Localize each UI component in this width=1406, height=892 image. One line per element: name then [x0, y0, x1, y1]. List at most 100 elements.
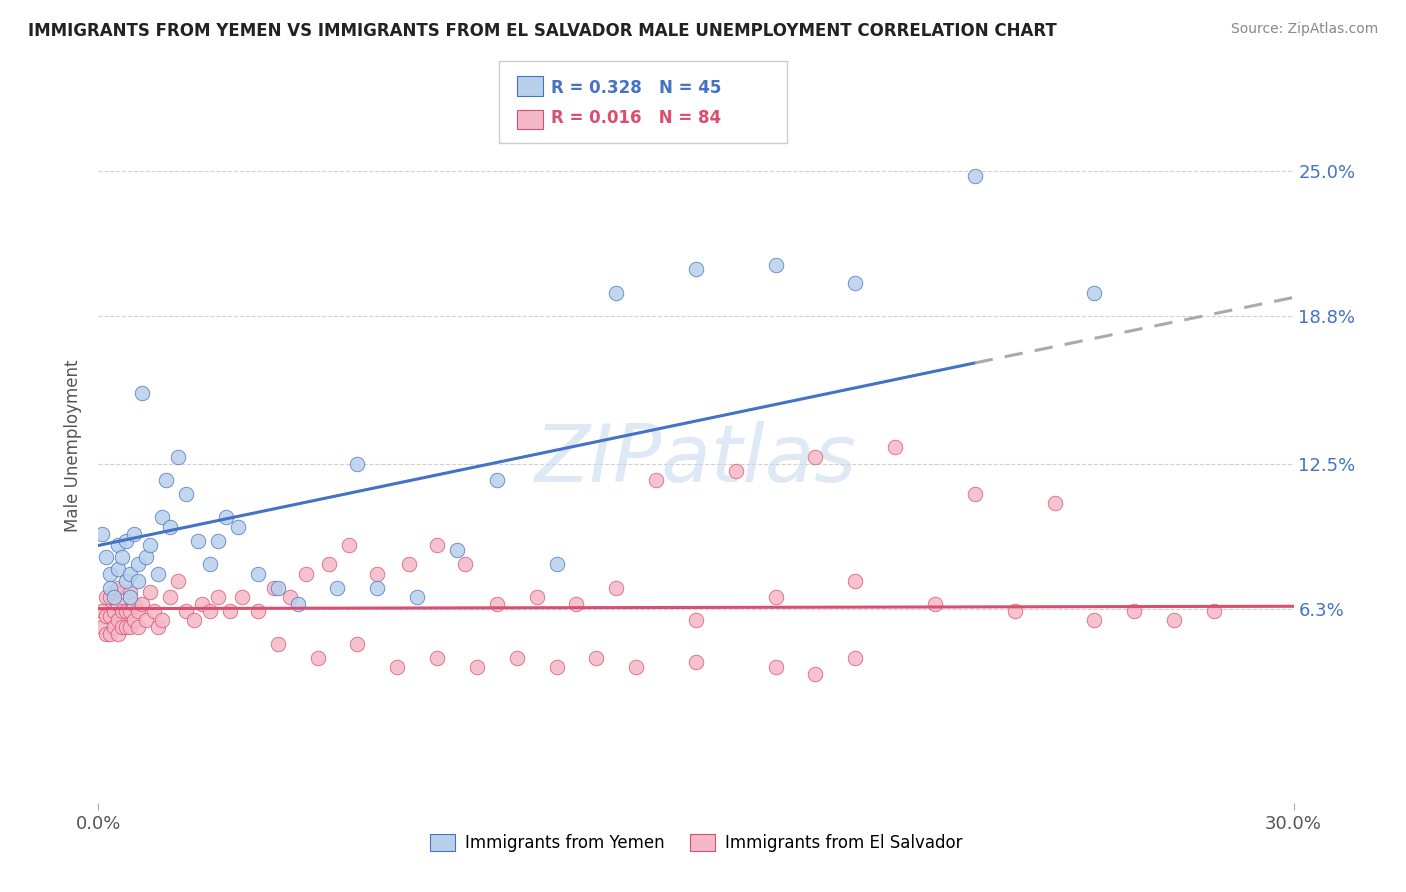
Point [107, 627, 129, 641]
Point [406, 590, 429, 604]
Point [645, 473, 668, 487]
Point [844, 650, 866, 665]
Point [107, 597, 129, 611]
Point [207, 590, 229, 604]
Point [187, 533, 209, 548]
Text: IMMIGRANTS FROM YEMEN VS IMMIGRANTS FROM EL SALVADOR MALE UNEMPLOYMENT CORRELATI: IMMIGRANTS FROM YEMEN VS IMMIGRANTS FROM… [28, 22, 1057, 40]
Point [167, 574, 190, 588]
Point [131, 386, 153, 401]
Point [219, 604, 242, 618]
Point [127, 604, 149, 618]
Point [115, 620, 138, 634]
Point [231, 590, 253, 604]
Point [183, 613, 205, 627]
Point [1083, 285, 1105, 300]
Point [585, 650, 607, 665]
Point [454, 557, 477, 571]
Point [1163, 613, 1185, 627]
Point [191, 597, 214, 611]
Point [263, 581, 285, 595]
Point [1043, 496, 1066, 510]
Point [115, 574, 138, 588]
Point [135, 613, 157, 627]
Point [605, 285, 627, 300]
Point [506, 650, 529, 665]
Point [366, 581, 388, 595]
Point [804, 450, 827, 464]
Point [294, 566, 316, 581]
Point [107, 613, 129, 627]
Point [426, 650, 449, 665]
Point [111, 550, 134, 565]
Text: Source: ZipAtlas.com: Source: ZipAtlas.com [1230, 22, 1378, 37]
Point [215, 510, 238, 524]
Point [226, 519, 249, 533]
Point [115, 604, 138, 618]
Point [278, 590, 301, 604]
Point [267, 581, 290, 595]
Point [111, 620, 134, 634]
Point [143, 604, 166, 618]
Point [124, 613, 146, 627]
Point [107, 581, 129, 595]
Point [924, 597, 946, 611]
Text: R = 0.016   N = 84: R = 0.016 N = 84 [551, 109, 721, 127]
Point [98, 627, 122, 641]
Point [96, 550, 118, 565]
Point [96, 590, 118, 604]
Point [139, 585, 162, 599]
Point [96, 608, 118, 623]
Point [465, 660, 488, 674]
Point [127, 557, 149, 571]
Point [207, 533, 229, 548]
Point [148, 620, 170, 634]
Point [150, 613, 173, 627]
Point [103, 585, 125, 599]
Point [198, 604, 221, 618]
Point [765, 660, 787, 674]
Point [159, 519, 181, 533]
Point [155, 473, 177, 487]
Point [385, 660, 409, 674]
Point [724, 464, 747, 478]
Point [246, 566, 269, 581]
Point [91, 526, 114, 541]
Point [267, 637, 290, 651]
Point [1202, 604, 1225, 618]
Point [135, 550, 157, 565]
Point [844, 574, 866, 588]
Point [346, 637, 368, 651]
Point [115, 533, 138, 548]
Point [150, 510, 173, 524]
Point [426, 538, 449, 552]
Point [546, 557, 568, 571]
Legend: Immigrants from Yemen, Immigrants from El Salvador: Immigrants from Yemen, Immigrants from E… [423, 827, 969, 859]
Point [103, 604, 125, 618]
Point [626, 660, 648, 674]
Point [139, 538, 162, 552]
Point [96, 627, 118, 641]
Point [120, 590, 142, 604]
Point [1083, 613, 1105, 627]
Point [120, 566, 142, 581]
Point [174, 487, 197, 501]
Point [685, 656, 707, 670]
Point [120, 585, 142, 599]
Point [131, 597, 153, 611]
Point [98, 566, 122, 581]
Text: R = 0.328   N = 45: R = 0.328 N = 45 [551, 78, 721, 97]
Text: ZIPatlas: ZIPatlas [534, 421, 858, 500]
Point [103, 620, 125, 634]
Point [963, 487, 986, 501]
Point [111, 604, 134, 618]
Point [605, 581, 627, 595]
Point [124, 597, 146, 611]
Point [963, 169, 986, 183]
Point [884, 440, 907, 454]
Point [120, 620, 142, 634]
Point [91, 620, 114, 634]
Point [318, 557, 340, 571]
Point [159, 590, 181, 604]
Point [174, 604, 197, 618]
Y-axis label: Male Unemployment: Male Unemployment [65, 359, 83, 533]
